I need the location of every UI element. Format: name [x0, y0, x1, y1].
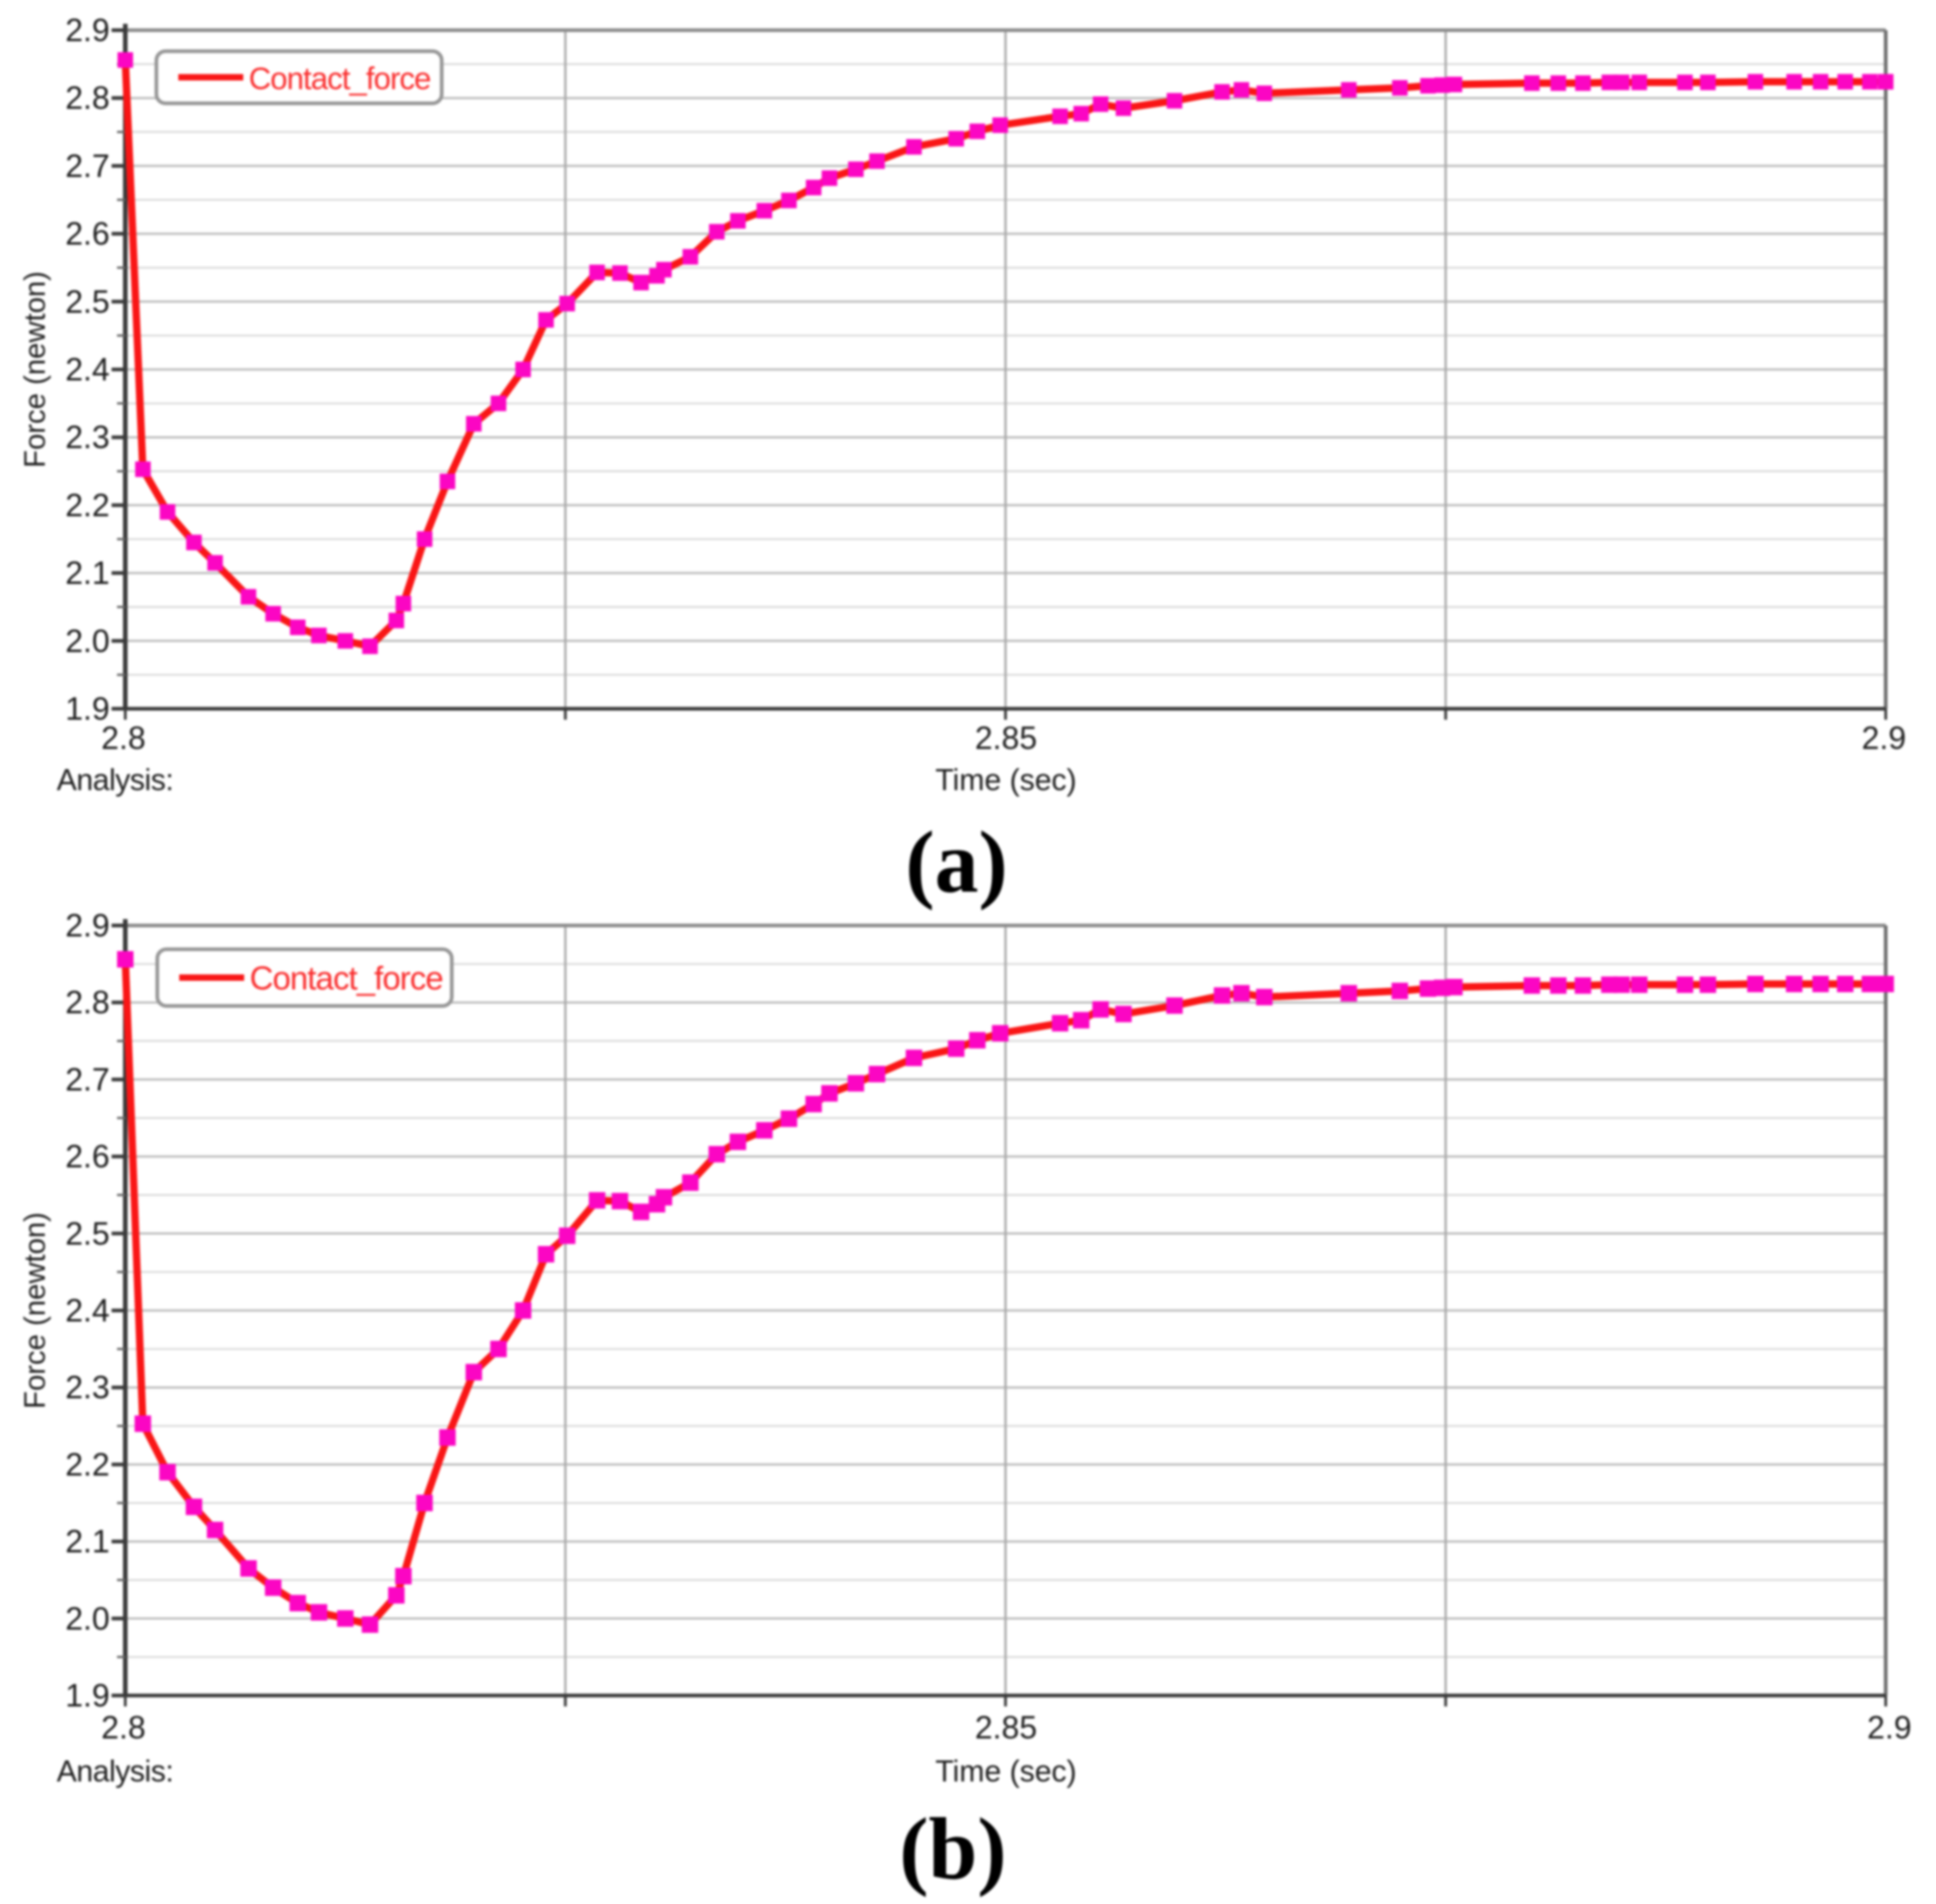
svg-text:2.6: 2.6 [65, 1139, 110, 1175]
svg-text:2.9: 2.9 [1867, 1710, 1912, 1746]
svg-text:Time (sec): Time (sec) [936, 1754, 1077, 1788]
svg-text:Analysis:: Analysis: [57, 1754, 174, 1788]
svg-text:2.9: 2.9 [65, 13, 110, 48]
svg-text:2.5: 2.5 [65, 1216, 110, 1252]
svg-text:2.9: 2.9 [1862, 721, 1907, 756]
svg-text:2.0: 2.0 [65, 1601, 110, 1637]
svg-text:2.2: 2.2 [65, 487, 110, 523]
svg-text:2.5: 2.5 [65, 284, 110, 320]
svg-text:1.9: 1.9 [65, 1678, 110, 1714]
svg-text:Force (newton): Force (newton) [18, 1212, 51, 1408]
svg-text:2.3: 2.3 [65, 1370, 110, 1406]
svg-text:2.4: 2.4 [65, 1293, 110, 1329]
svg-text:2.2: 2.2 [65, 1447, 110, 1482]
svg-text:2.4: 2.4 [65, 352, 110, 388]
svg-text:2.3: 2.3 [65, 420, 110, 455]
svg-text:2.7: 2.7 [65, 1062, 110, 1097]
svg-text:Force (newton): Force (newton) [18, 271, 51, 467]
svg-text:2.8: 2.8 [65, 80, 110, 116]
svg-text:2.1: 2.1 [65, 556, 110, 592]
svg-text:2.85: 2.85 [975, 721, 1037, 756]
svg-text:Contact_force: Contact_force [249, 62, 431, 97]
svg-text:2.9: 2.9 [65, 908, 110, 944]
svg-text:2.1: 2.1 [65, 1524, 110, 1560]
svg-text:1.9: 1.9 [65, 691, 110, 727]
svg-text:Analysis:: Analysis: [57, 763, 174, 797]
svg-text:2.0: 2.0 [65, 624, 110, 659]
svg-text:2.6: 2.6 [65, 217, 110, 252]
svg-text:(b): (b) [899, 1800, 1006, 1898]
svg-text:2.8: 2.8 [102, 1710, 146, 1746]
svg-text:(a): (a) [905, 813, 1008, 911]
svg-text:2.8: 2.8 [102, 721, 146, 756]
svg-text:Contact_force: Contact_force [250, 959, 443, 997]
svg-text:Time (sec): Time (sec) [936, 763, 1077, 797]
svg-text:2.8: 2.8 [65, 985, 110, 1021]
svg-text:2.85: 2.85 [975, 1710, 1037, 1746]
svg-text:2.7: 2.7 [65, 148, 110, 184]
